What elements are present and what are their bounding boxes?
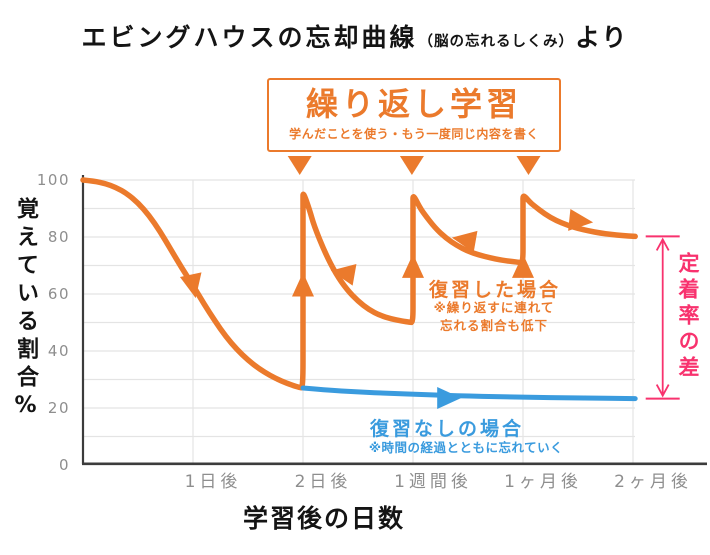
y-tick-label: 0 [58, 456, 70, 474]
curve-arrow-icon [568, 208, 594, 231]
repeat-learning-subtitle: 学んだことを使う・もう一度同じ内容を書く [289, 127, 539, 141]
curve-arrow-icon [292, 272, 314, 297]
no-review-case-label: 復習なしの場合 [369, 418, 524, 440]
repeat-learning-box: 繰り返し学習 学んだことを使う・もう一度同じ内容を書く [267, 78, 561, 152]
curve-arrow-icon [512, 253, 534, 278]
curve-orange [80, 177, 638, 391]
retention-gap-label: 定着率の差 [676, 252, 700, 382]
reviewed-case-note-line2: 忘れる割合も低下 [439, 317, 548, 333]
page-title: エビングハウスの忘却曲線 （脳の忘れるしくみ） より [0, 18, 710, 54]
x-tick-label: 2ヶ月後 [614, 472, 692, 492]
y-axis-label: 覚えている割合% [13, 197, 38, 424]
x-tick-label: 1日後 [184, 472, 242, 492]
curve-arrow-icon [179, 272, 202, 299]
reviewed-case-note: ※繰り返すに連れて 忘れる割合も低下 [404, 299, 584, 334]
review-arrow-icon [399, 156, 424, 175]
curve-arrow-icon [330, 263, 357, 286]
reviewed-case-label: 復習した場合 [428, 279, 561, 301]
page-title-suffix: より [575, 23, 629, 52]
page-title-main: エビングハウスの忘却曲線 [81, 23, 418, 52]
reviewed-case-note-line1: ※繰り返すに連れて [433, 300, 555, 315]
review-arrow-icon [287, 156, 312, 175]
y-tick-label: 20 [47, 399, 70, 417]
x-tick-label: 1ヶ月後 [504, 472, 582, 492]
curve-arrow-icon [402, 253, 424, 278]
page-title-paren: （脳の忘れるしくみ） [418, 34, 575, 50]
curve-arrow-icon [451, 230, 478, 253]
curve-blue [300, 385, 638, 402]
curve-arrow-icon [437, 387, 462, 410]
y-tick-label: 60 [47, 285, 70, 303]
retention-gap-arrow [645, 235, 680, 400]
review-arrow-icon [516, 156, 541, 175]
repeat-learning-title: 繰り返し学習 [305, 85, 522, 123]
y-tick-label: 100 [36, 171, 70, 189]
x-tick-label: 2日後 [294, 472, 352, 492]
x-tick-label: 1週間後 [394, 472, 472, 492]
y-tick-label: 80 [47, 228, 70, 246]
y-tick-label: 40 [47, 342, 70, 360]
no-review-case-note: ※時間の経過とともに忘れていく [368, 440, 564, 455]
x-axis-label: 学習後の日数 [242, 504, 405, 533]
